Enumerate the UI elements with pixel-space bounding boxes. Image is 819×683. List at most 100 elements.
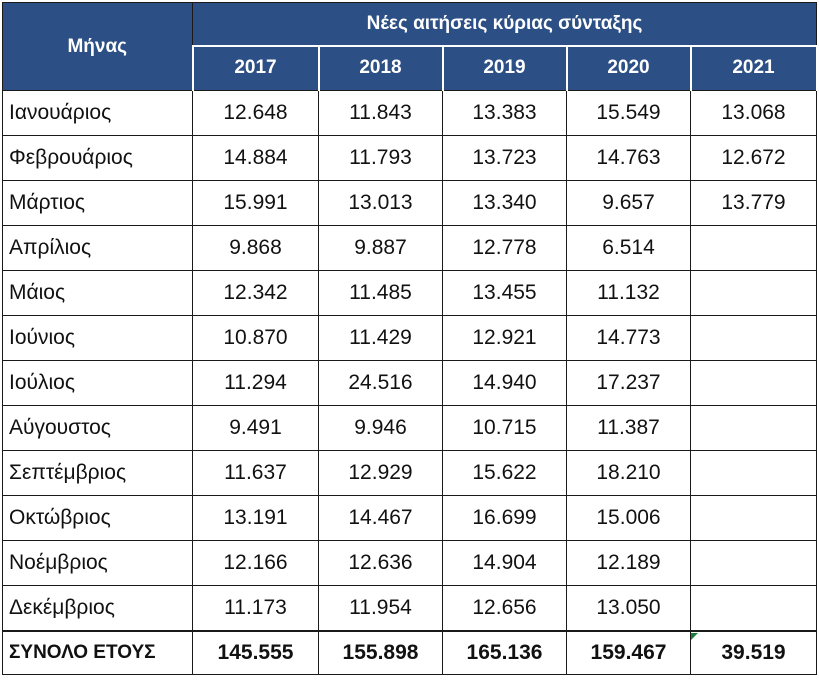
- table-row: Αύγουστος 9.491 9.946 10.715 11.387: [2, 405, 817, 451]
- value-cell: 11.954: [318, 585, 443, 631]
- table-body: Ιανουάριος 12.648 11.843 13.383 15.549 13.068…: [2, 90, 817, 675]
- year-header: 2021: [689, 45, 818, 91]
- value-cell: 16.699: [442, 495, 567, 541]
- table-row: Φεβρουάριος 14.884 11.793 13.723 14.763 12.67…: [2, 135, 817, 181]
- value-cell: 11.637: [192, 450, 319, 496]
- value-cell: 14.884: [192, 135, 319, 181]
- value-cell: 12.921: [442, 315, 567, 361]
- value-cell: 12.636: [318, 540, 443, 586]
- year-header-row: 2017 2018 2019 2020 2021: [3, 45, 818, 91]
- value-cell: [690, 225, 817, 271]
- value-cell: 18.210: [566, 450, 691, 496]
- value-cell: 9.946: [318, 405, 443, 451]
- table-row: Ιούλιος 11.294 24.516 14.940 17.237: [2, 360, 817, 406]
- value-cell: 9.657: [566, 180, 691, 226]
- total-value-cell: 165.136: [442, 629, 567, 675]
- value-cell: 12.656: [442, 585, 567, 631]
- value-cell: 11.485: [318, 270, 443, 316]
- value-cell: 12.929: [318, 450, 443, 496]
- total-value-cell: 145.555: [192, 629, 319, 675]
- table-row: Μάρτιος 15.991 13.013 13.340 9.657 13.779: [2, 180, 817, 226]
- value-cell: 13.455: [442, 270, 567, 316]
- month-cell: Μάιος: [2, 270, 193, 316]
- value-cell: 11.294: [192, 360, 319, 406]
- value-cell: 13.779: [690, 180, 817, 226]
- value-cell: 11.793: [318, 135, 443, 181]
- month-cell: Ιούλιος: [2, 360, 193, 406]
- value-cell: 11.132: [566, 270, 691, 316]
- value-cell: 12.778: [442, 225, 567, 271]
- value-cell: 14.940: [442, 360, 567, 406]
- month-cell: Νοέμβριος: [2, 540, 193, 586]
- value-cell: 9.491: [192, 405, 319, 451]
- table-row: Σεπτέμβριος 11.637 12.929 15.622 18.210: [2, 450, 817, 496]
- value-cell: [690, 450, 817, 496]
- value-cell: 15.006: [566, 495, 691, 541]
- value-cell: 9.868: [192, 225, 319, 271]
- total-value-cell: 159.467: [566, 629, 691, 675]
- value-cell: 6.514: [566, 225, 691, 271]
- table-row: Απρίλιος 9.868 9.887 12.778 6.514: [2, 225, 817, 271]
- month-cell: Φεβρουάριος: [2, 135, 193, 181]
- value-cell: 10.715: [442, 405, 567, 451]
- month-cell: Σεπτέμβριος: [2, 450, 193, 496]
- group-header: Νέες αιτήσεις κύριας σύνταξης: [192, 2, 817, 47]
- value-cell: 13.050: [566, 585, 691, 631]
- value-cell: 9.887: [318, 225, 443, 271]
- value-cell: 14.763: [566, 135, 691, 181]
- value-cell: 15.991: [192, 180, 319, 226]
- table-row: Νοέμβριος 12.166 12.636 14.904 12.189: [2, 540, 817, 586]
- month-cell: Μάρτιος: [2, 180, 193, 226]
- value-cell: 12.672: [690, 135, 817, 181]
- value-cell: [690, 315, 817, 361]
- value-cell: 15.549: [566, 90, 691, 136]
- value-cell: 10.870: [192, 315, 319, 361]
- value-cell: [690, 540, 817, 586]
- table-row: Ιανουάριος 12.648 11.843 13.383 15.549 13.068: [2, 90, 817, 136]
- value-cell: 14.773: [566, 315, 691, 361]
- month-cell: Δεκέμβριος: [2, 585, 193, 631]
- month-cell: Οκτώβριος: [2, 495, 193, 541]
- value-cell: 13.340: [442, 180, 567, 226]
- total-label: ΣΥΝΟΛΟ ΕΤΟΥΣ: [2, 629, 193, 675]
- total-row: ΣΥΝΟΛΟ ΕΤΟΥΣ 145.555 155.898 165.136 159.467…: [2, 629, 817, 675]
- table-row: Μάιος 12.342 11.485 13.455 11.132: [2, 270, 817, 316]
- table-row: Δεκέμβριος 11.173 11.954 12.656 13.050: [2, 585, 817, 631]
- year-header: 2020: [565, 45, 692, 91]
- month-cell: Απρίλιος: [2, 225, 193, 271]
- year-header: 2018: [317, 45, 444, 91]
- value-cell: [690, 405, 817, 451]
- value-cell: 12.342: [192, 270, 319, 316]
- value-cell: 15.622: [442, 450, 567, 496]
- table-row: Οκτώβριος 13.191 14.467 16.699 15.006: [2, 495, 817, 541]
- value-cell: 11.429: [318, 315, 443, 361]
- total-value-cell: 155.898: [318, 629, 443, 675]
- year-header: 2019: [441, 45, 568, 91]
- month-cell: Ιανουάριος: [2, 90, 193, 136]
- month-column-header: Μήνας: [2, 2, 193, 91]
- value-cell: 12.189: [566, 540, 691, 586]
- value-cell: 17.237: [566, 360, 691, 406]
- value-cell: 13.723: [442, 135, 567, 181]
- cell-comment-marker: [691, 633, 698, 640]
- value-cell: [690, 360, 817, 406]
- value-cell: [690, 495, 817, 541]
- value-cell: 11.843: [318, 90, 443, 136]
- value-cell: 11.173: [192, 585, 319, 631]
- value-cell: 13.191: [192, 495, 319, 541]
- total-value-cell: 39.519: [690, 629, 817, 675]
- table-row: Ιούνιος 10.870 11.429 12.921 14.773: [2, 315, 817, 361]
- value-cell: [690, 270, 817, 316]
- value-cell: 12.166: [192, 540, 319, 586]
- month-cell: Αύγουστος: [2, 405, 193, 451]
- value-cell: 14.904: [442, 540, 567, 586]
- month-cell: Ιούνιος: [2, 315, 193, 361]
- value-cell: 12.648: [192, 90, 319, 136]
- value-cell: 13.068: [690, 90, 817, 136]
- value-cell: 24.516: [318, 360, 443, 406]
- value-cell: 13.013: [318, 180, 443, 226]
- value-cell: 14.467: [318, 495, 443, 541]
- value-cell: [690, 585, 817, 631]
- value-cell: 11.387: [566, 405, 691, 451]
